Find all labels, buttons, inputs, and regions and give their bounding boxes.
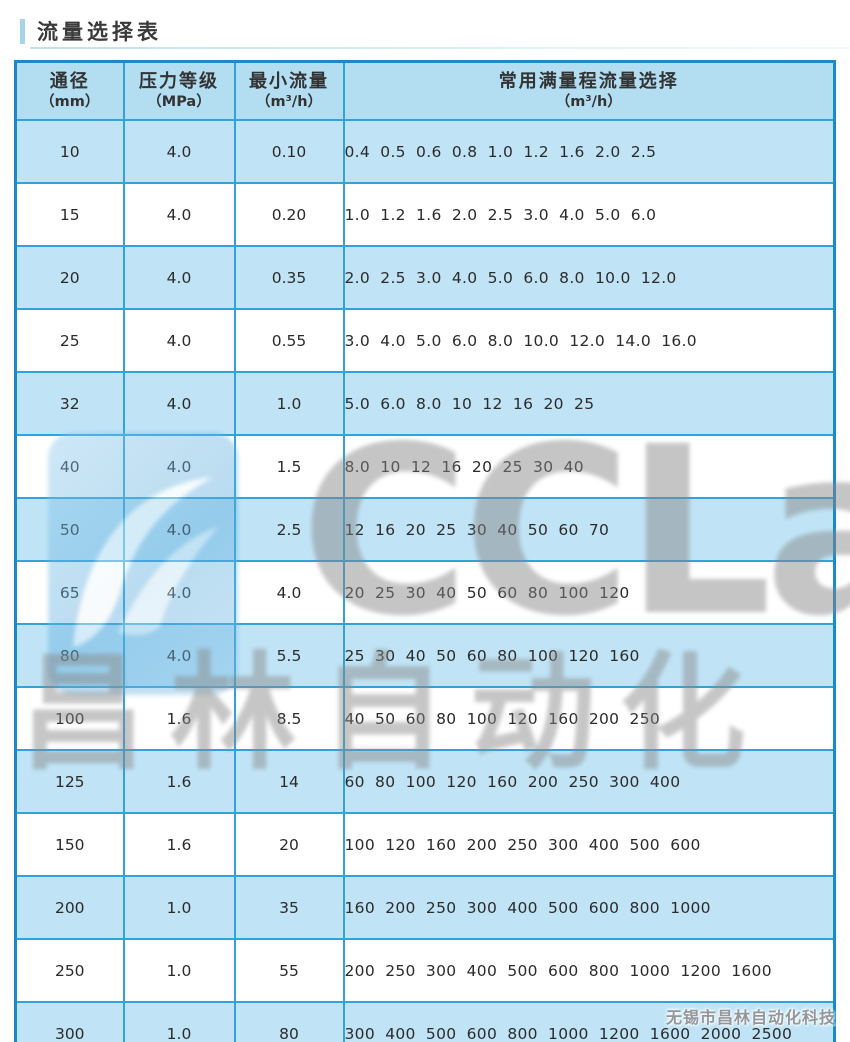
header-pressure-label: 压力等级	[139, 71, 219, 93]
cell-diameter: 20	[14, 245, 125, 310]
cell-full-scale-options: 20 25 30 40 50 60 80 100 120	[342, 560, 836, 625]
cell-full-scale-options: 12 16 20 25 30 40 50 60 70	[342, 497, 836, 562]
cell-pressure: 4.0	[122, 497, 236, 562]
cell-full-scale-options: 300 400 500 600 800 1000 1200 1600 2000 …	[342, 1001, 836, 1042]
cell-min-flow: 14	[233, 749, 345, 814]
cell-pressure: 4.0	[122, 119, 236, 184]
cell-full-scale-options: 8.0 10 12 16 20 25 30 40	[342, 434, 836, 499]
table-row: 100 1.6 8.5 40 50 60 80 100 120 160 200 …	[14, 686, 836, 751]
table-row: 40 4.0 1.5 8.0 10 12 16 20 25 30 40	[14, 434, 836, 499]
cell-full-scale-options: 5.0 6.0 8.0 10 12 16 20 25	[342, 371, 836, 436]
table-row: 200 1.0 35 160 200 250 300 400 500 600 8…	[14, 875, 836, 940]
cell-min-flow: 0.10	[233, 119, 345, 184]
title-divider	[30, 47, 850, 49]
cell-pressure: 4.0	[122, 371, 236, 436]
cell-pressure: 4.0	[122, 434, 236, 499]
header-diameter-label: 通径	[49, 71, 90, 93]
cell-full-scale-options: 40 50 60 80 100 120 160 200 250	[342, 686, 836, 751]
cell-diameter: 125	[14, 749, 125, 814]
header-diameter: 通径 （mm）	[14, 60, 125, 121]
cell-pressure: 1.0	[122, 875, 236, 940]
table-row: 32 4.0 1.0 5.0 6.0 8.0 10 12 16 20 25	[14, 371, 836, 436]
header-pressure: 压力等级 （MPa）	[122, 60, 236, 121]
cell-diameter: 50	[14, 497, 125, 562]
cell-pressure: 1.6	[122, 812, 236, 877]
cell-min-flow: 1.5	[233, 434, 345, 499]
table-header-row: 通径 （mm） 压力等级 （MPa） 最小流量 （m³/h） 常用满量程流量选择…	[14, 60, 836, 121]
page-title: 流量选择表	[37, 20, 162, 44]
table-row: 250 1.0 55 200 250 300 400 500 600 800 1…	[14, 938, 836, 1003]
cell-diameter: 250	[14, 938, 125, 1003]
flow-selection-table: 通径 （mm） 压力等级 （MPa） 最小流量 （m³/h） 常用满量程流量选择…	[14, 60, 836, 1042]
cell-min-flow: 8.5	[233, 686, 345, 751]
header-diameter-unit: （mm）	[40, 93, 100, 110]
cell-diameter: 100	[14, 686, 125, 751]
cell-full-scale-options: 0.4 0.5 0.6 0.8 1.0 1.2 1.6 2.0 2.5	[342, 119, 836, 184]
cell-diameter: 40	[14, 434, 125, 499]
cell-full-scale-options: 25 30 40 50 60 80 100 120 160	[342, 623, 836, 688]
table-row: 50 4.0 2.5 12 16 20 25 30 40 50 60 70	[14, 497, 836, 562]
table-row: 25 4.0 0.55 3.0 4.0 5.0 6.0 8.0 10.0 12.…	[14, 308, 836, 373]
header-pressure-unit: （MPa）	[147, 93, 211, 110]
header-min-flow: 最小流量 （m³/h）	[233, 60, 345, 121]
table-row: 15 4.0 0.20 1.0 1.2 1.6 2.0 2.5 3.0 4.0 …	[14, 182, 836, 247]
header-min-flow-label: 最小流量	[249, 71, 329, 93]
title-accent-bar	[20, 18, 25, 44]
cell-pressure: 4.0	[122, 182, 236, 247]
cell-min-flow: 80	[233, 1001, 345, 1042]
cell-full-scale-options: 3.0 4.0 5.0 6.0 8.0 10.0 12.0 14.0 16.0	[342, 308, 836, 373]
cell-pressure: 1.6	[122, 686, 236, 751]
cell-diameter: 150	[14, 812, 125, 877]
cell-pressure: 4.0	[122, 308, 236, 373]
cell-min-flow: 0.20	[233, 182, 345, 247]
cell-min-flow: 35	[233, 875, 345, 940]
cell-full-scale-options: 1.0 1.2 1.6 2.0 2.5 3.0 4.0 5.0 6.0	[342, 182, 836, 247]
page-title-block: 流量选择表	[20, 16, 162, 46]
cell-pressure: 1.0	[122, 938, 236, 1003]
table-row: 20 4.0 0.35 2.0 2.5 3.0 4.0 5.0 6.0 8.0 …	[14, 245, 836, 310]
cell-pressure: 4.0	[122, 623, 236, 688]
header-full-scale-unit: （m³/h）	[555, 93, 622, 110]
cell-full-scale-options: 160 200 250 300 400 500 600 800 1000	[342, 875, 836, 940]
table-row: 65 4.0 4.0 20 25 30 40 50 60 80 100 120	[14, 560, 836, 625]
table-row: 150 1.6 20 100 120 160 200 250 300 400 5…	[14, 812, 836, 877]
cell-diameter: 15	[14, 182, 125, 247]
header-full-scale: 常用满量程流量选择 （m³/h）	[342, 60, 836, 121]
cell-pressure: 1.6	[122, 749, 236, 814]
cell-min-flow: 4.0	[233, 560, 345, 625]
table-row: 10 4.0 0.10 0.4 0.5 0.6 0.8 1.0 1.2 1.6 …	[14, 119, 836, 184]
cell-diameter: 300	[14, 1001, 125, 1042]
header-min-flow-unit: （m³/h）	[255, 93, 323, 110]
cell-full-scale-options: 2.0 2.5 3.0 4.0 5.0 6.0 8.0 10.0 12.0	[342, 245, 836, 310]
cell-min-flow: 5.5	[233, 623, 345, 688]
cell-min-flow: 0.35	[233, 245, 345, 310]
cell-full-scale-options: 60 80 100 120 160 200 250 300 400	[342, 749, 836, 814]
table-row: 300 1.0 80 300 400 500 600 800 1000 1200…	[14, 1001, 836, 1042]
cell-diameter: 65	[14, 560, 125, 625]
cell-pressure: 1.0	[122, 1001, 236, 1042]
cell-min-flow: 1.0	[233, 371, 345, 436]
cell-min-flow: 0.55	[233, 308, 345, 373]
cell-pressure: 4.0	[122, 560, 236, 625]
cell-min-flow: 2.5	[233, 497, 345, 562]
table-body: 10 4.0 0.10 0.4 0.5 0.6 0.8 1.0 1.2 1.6 …	[14, 119, 836, 1042]
cell-diameter: 200	[14, 875, 125, 940]
cell-pressure: 4.0	[122, 245, 236, 310]
cell-diameter: 32	[14, 371, 125, 436]
cell-full-scale-options: 200 250 300 400 500 600 800 1000 1200 16…	[342, 938, 836, 1003]
header-full-scale-label: 常用满量程流量选择	[498, 71, 679, 93]
table-row: 125 1.6 14 60 80 100 120 160 200 250 300…	[14, 749, 836, 814]
cell-min-flow: 55	[233, 938, 345, 1003]
cell-diameter: 80	[14, 623, 125, 688]
cell-diameter: 25	[14, 308, 125, 373]
cell-full-scale-options: 100 120 160 200 250 300 400 500 600	[342, 812, 836, 877]
cell-diameter: 10	[14, 119, 125, 184]
table-row: 80 4.0 5.5 25 30 40 50 60 80 100 120 160	[14, 623, 836, 688]
cell-min-flow: 20	[233, 812, 345, 877]
